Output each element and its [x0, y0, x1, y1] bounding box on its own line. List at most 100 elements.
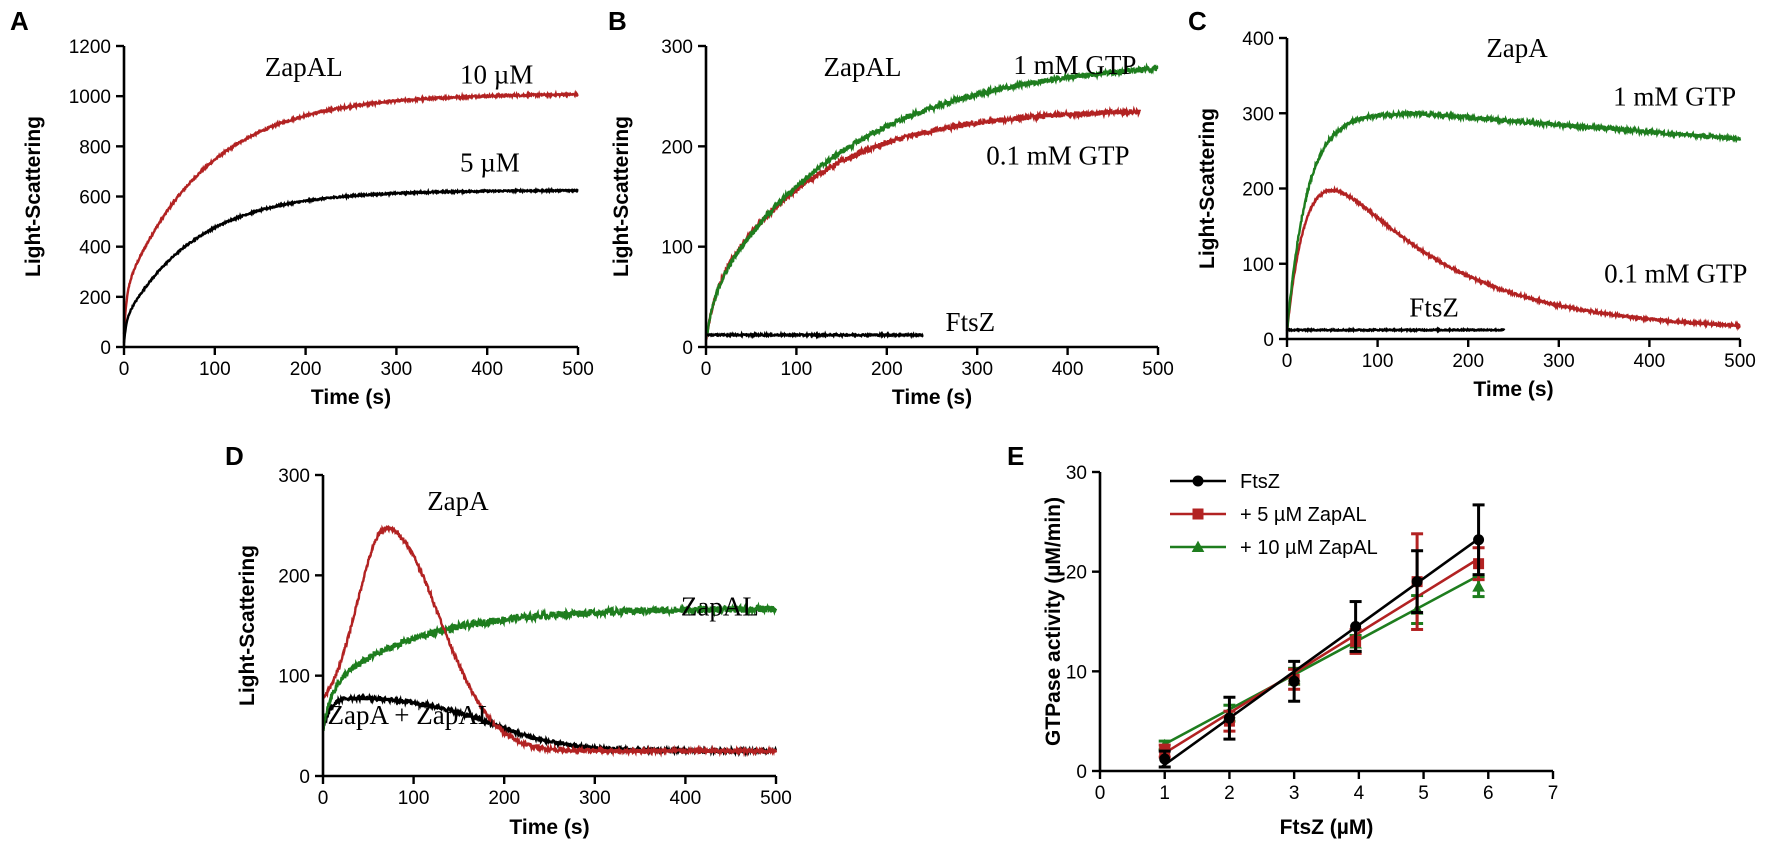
x-axis-title: Time (s) — [509, 816, 589, 839]
y-tick-label: 100 — [278, 667, 310, 688]
fit-line — [1164, 574, 1480, 746]
x-tick-label: 500 — [760, 788, 792, 809]
annotation: 10 µM — [460, 60, 533, 90]
x-tick-label: 400 — [1052, 359, 1084, 380]
y-tick-label: 0 — [682, 338, 693, 359]
y-tick-label: 1000 — [69, 87, 111, 108]
y-axis-title: Light-Scattering — [1196, 108, 1219, 269]
data-point-circle — [1411, 576, 1423, 588]
legend-label: + 5 µM ZapAL — [1240, 504, 1367, 526]
annotation: FtsZ — [946, 307, 996, 337]
x-tick-label: 7 — [1548, 783, 1559, 804]
annotation: ZapAL — [824, 52, 902, 82]
annotation: 5 µM — [460, 147, 520, 177]
x-tick-label: 1 — [1159, 783, 1170, 804]
x-tick-label: 0 — [318, 788, 329, 809]
data-point-circle — [1288, 675, 1300, 687]
y-tick-label: 0 — [1076, 762, 1087, 783]
annotation: FtsZ — [1409, 292, 1459, 322]
x-tick-label: 400 — [471, 359, 503, 380]
x-axis-title: Time (s) — [1473, 378, 1553, 401]
series-line-5-m — [122, 186, 579, 343]
legend: FtsZ + 5 µM ZapAL + 10 µM ZapAL — [1170, 471, 1378, 559]
annotation: ZapA — [1486, 33, 1548, 63]
annotation: ZapA + ZapAL — [328, 700, 495, 730]
x-tick-label: 400 — [1634, 351, 1666, 372]
data-point-triangle — [1191, 540, 1205, 553]
x-tick-label: 0 — [1095, 783, 1106, 804]
data-point-circle — [1192, 475, 1204, 487]
panel-e: 0 1 2 3 4 5 6 7 0 10 20 30 FtsZ (µM) GTPase activity … — [1007, 441, 1558, 839]
data-point-square — [1192, 508, 1204, 520]
y-tick-label: 400 — [1242, 29, 1274, 50]
series-line-zapa — [321, 524, 778, 758]
x-axis-title: FtsZ (µM) — [1280, 816, 1374, 839]
y-axis-title: GTPase activity (µM/min) — [1042, 497, 1065, 746]
x-tick-label: 500 — [1724, 351, 1756, 372]
series-line-zapal — [321, 601, 778, 732]
series-line-0-1-mm-gtp — [1285, 185, 1741, 332]
series-line-1-mm-gtp — [704, 62, 1159, 338]
y-tick-label: 20 — [1066, 563, 1087, 584]
x-tick-label: 5 — [1418, 783, 1429, 804]
annotation: ZapAL — [265, 52, 343, 82]
panel-letter: D — [225, 441, 244, 471]
x-tick-label: 300 — [1543, 351, 1575, 372]
x-tick-label: 100 — [398, 788, 430, 809]
panel-letter: E — [1007, 441, 1024, 471]
y-tick-label: 400 — [79, 238, 111, 259]
y-tick-label: 200 — [278, 566, 310, 587]
y-tick-label: 0 — [299, 767, 310, 788]
y-tick-label: 0 — [100, 338, 111, 359]
x-tick-label: 200 — [290, 359, 322, 380]
data-point-circle — [1473, 534, 1485, 546]
legend-label: + 10 µM ZapAL — [1240, 537, 1378, 559]
x-tick-label: 100 — [1362, 351, 1394, 372]
x-tick-label: 200 — [488, 788, 520, 809]
fit-line — [1164, 557, 1480, 755]
x-tick-label: 0 — [119, 359, 130, 380]
y-tick-label: 800 — [79, 137, 111, 158]
data-point-circle — [1159, 753, 1171, 765]
x-tick-label: 200 — [1452, 351, 1484, 372]
data-point-triangle — [1472, 580, 1485, 592]
x-tick-label: 400 — [670, 788, 702, 809]
panel-d: 0 100 200 300 400 500 0 100 200 300 Time (s) Light-… — [225, 441, 792, 839]
y-axis-title: Light-Scattering — [610, 116, 633, 277]
annotation: 1 mM GTP — [1613, 82, 1736, 112]
x-tick-label: 0 — [701, 359, 712, 380]
series-line-10-m — [122, 89, 579, 335]
annotation: 0.1 mM GTP — [986, 140, 1129, 170]
y-tick-label: 600 — [79, 188, 111, 209]
x-tick-label: 100 — [199, 359, 231, 380]
series-line-ftsz — [704, 330, 924, 340]
y-tick-label: 0 — [1263, 330, 1274, 351]
x-tick-label: 0 — [1282, 351, 1293, 372]
panel-a: 0 100 200 300 400 500 0 200 400 600 800 1000 1200 Tim… — [10, 6, 594, 409]
annotation: 1 mM GTP — [1013, 50, 1136, 80]
legend-label: FtsZ — [1240, 471, 1280, 493]
x-tick-label: 2 — [1224, 783, 1235, 804]
annotation: ZapA — [427, 486, 489, 516]
y-tick-label: 100 — [1242, 255, 1274, 276]
x-tick-label: 4 — [1354, 783, 1365, 804]
y-tick-label: 300 — [661, 37, 693, 58]
x-tick-label: 500 — [562, 359, 594, 380]
panel-letter: B — [608, 6, 627, 36]
x-tick-label: 300 — [961, 359, 993, 380]
panel-b: 0 100 200 300 400 500 0 100 200 300 Time (s) Light-… — [608, 6, 1174, 409]
x-axis-title: Time (s) — [311, 386, 391, 409]
y-tick-label: 30 — [1066, 463, 1087, 484]
x-axis-title: Time (s) — [892, 386, 972, 409]
fit-line — [1160, 537, 1480, 769]
series-line-1-mm-gtp — [1285, 108, 1742, 332]
series-line-ftsz — [1286, 326, 1506, 334]
panel-c: 0 100 200 300 400 500 0 100 200 300 400 Time (s) Lig… — [1188, 6, 1756, 401]
x-tick-label: 100 — [781, 359, 813, 380]
y-tick-label: 300 — [1242, 104, 1274, 125]
x-tick-label: 3 — [1289, 783, 1300, 804]
panel-letter: C — [1188, 6, 1207, 36]
data-point-circle — [1350, 620, 1362, 632]
data-point-circle — [1223, 712, 1235, 724]
